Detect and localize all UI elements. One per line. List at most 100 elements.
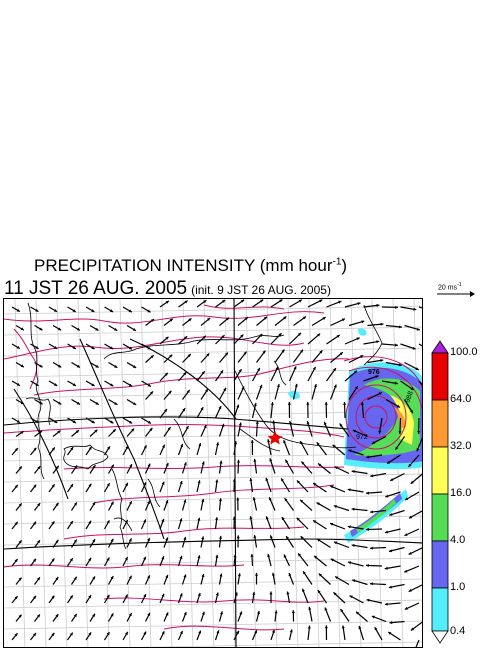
colorbar-segment-1-4 [431, 540, 449, 589]
wind-vector-head [223, 387, 226, 391]
wind-vector-head [388, 549, 393, 553]
wind-vector-head [88, 446, 92, 450]
wind-vector-head [241, 386, 245, 390]
wind-vector-head [70, 447, 74, 451]
wind-vector-head [410, 627, 415, 631]
grid-line [182, 299, 194, 647]
wind-vector-head [95, 364, 99, 368]
wind-vector-head [324, 625, 328, 629]
wind-vector-head [330, 558, 334, 562]
wind-vector-head [18, 466, 22, 470]
wind-vector-head [32, 633, 36, 637]
wind-vector-head [180, 443, 184, 448]
wind-vector-head [164, 372, 168, 376]
grid-line [4, 620, 422, 630]
wind-vector-head [370, 474, 374, 478]
wind-vector-head [253, 402, 257, 407]
grid-line [161, 299, 173, 647]
wind-vector-head [312, 366, 316, 371]
wind-vector-head [74, 465, 78, 469]
wind-vector-head [185, 426, 189, 430]
wind-vector-head [313, 520, 317, 524]
wind-vector-head [179, 593, 183, 597]
wind-vector-head [371, 615, 375, 619]
wind-vector-head [39, 364, 43, 368]
wind-vector-head [252, 591, 256, 595]
wind-vector-head [51, 595, 55, 599]
wind-vector-head [238, 369, 242, 373]
grid-line [35, 299, 47, 647]
wind-vector-head [51, 484, 55, 488]
wind-vector-head [147, 346, 151, 350]
wind-vector-head [408, 588, 412, 592]
wind-vector-head [288, 573, 292, 577]
wind-vector-head [183, 336, 188, 340]
wind-vector-head [275, 366, 279, 370]
wind-vector-head [54, 420, 58, 423]
wind-vector-head [283, 316, 287, 320]
wind-vector-head [394, 381, 398, 385]
wind-vector-head [165, 537, 169, 541]
wind-vector-head [279, 299, 283, 303]
wind-vector-head [36, 614, 40, 618]
wind-vector-head [216, 630, 220, 634]
wind-vector-head [14, 596, 18, 600]
wind-vector-head [265, 477, 269, 482]
wind-vector-head [236, 459, 240, 463]
wind-vector-head [88, 557, 92, 562]
wind-vector-head [370, 582, 373, 586]
grid-line [4, 599, 422, 609]
wind-vector-head [378, 430, 382, 434]
wind-vector-head [57, 430, 61, 434]
wind-vector-head [106, 594, 110, 598]
wind-vector-head [218, 405, 222, 410]
wind-vector-head [201, 536, 205, 540]
wind-vector-head [14, 521, 18, 526]
wind-vector-head [317, 333, 321, 337]
wind-vector-head [169, 354, 173, 358]
wind-vector-head [53, 346, 58, 349]
wind-vector-head [233, 554, 237, 558]
wind-vector-head [269, 458, 273, 462]
wind-vector-head [371, 441, 375, 444]
wind-vector [418, 306, 422, 309]
wind-vector-head [18, 577, 22, 581]
wind-vector-head [376, 340, 380, 344]
wind-vector-head [114, 327, 118, 331]
wind-vector-head [353, 370, 358, 374]
grid-line [4, 557, 422, 567]
wind-vector-head [253, 535, 257, 539]
wind-vector-head [380, 322, 384, 326]
grid-line [4, 494, 422, 504]
wind-vector-head [133, 402, 137, 405]
colorbar [430, 340, 450, 650]
colorbar-label-16: 16.0 [450, 487, 472, 499]
wind-vector-head [269, 535, 273, 539]
wind-vector-head [404, 606, 408, 610]
map-canvas: 976 972 988 [4, 299, 422, 647]
wind-vector-head [376, 303, 380, 307]
wind-vector-head [188, 318, 192, 322]
wind-vector-head [35, 382, 39, 386]
wind-vector-head [207, 317, 211, 321]
wind-vector-head [215, 479, 219, 483]
wind-vector-head [14, 633, 18, 637]
wind-vector-head [161, 593, 165, 597]
wind-vector-head [91, 420, 95, 424]
wind-vector-head [35, 419, 39, 423]
wind-vector-head [18, 540, 22, 544]
wind-scale-text: 20 ms [438, 284, 458, 292]
wind-vector-head [410, 409, 413, 414]
wind-vector-head [232, 516, 236, 520]
boundary-lines [4, 299, 422, 647]
wind-vector-head [20, 401, 24, 405]
wind-vector-head [112, 429, 116, 433]
wind-vector-head [16, 345, 20, 349]
wind-vector-head [183, 536, 187, 541]
wind-vector-head [88, 595, 92, 599]
colorbar-label-64: 64.0 [450, 393, 472, 405]
wind-vector-head [274, 610, 278, 614]
wind-vector-head [222, 300, 226, 303]
wind-vector-head [147, 575, 150, 579]
wind-vector-head [128, 538, 132, 542]
